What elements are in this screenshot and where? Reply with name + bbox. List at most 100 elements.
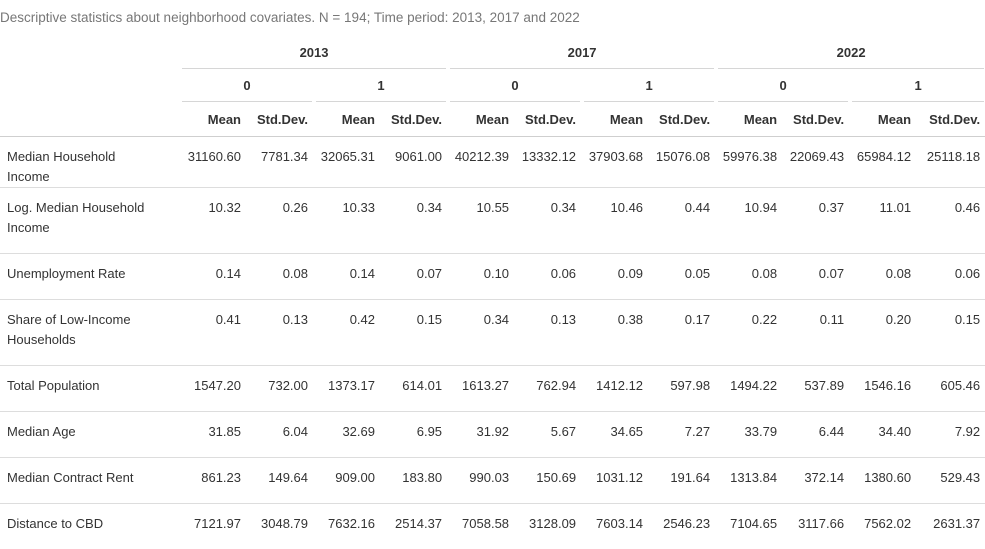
group-header-row: 0 1 0 1 0 1 xyxy=(0,69,985,102)
table-cell: 861.23 xyxy=(180,458,247,504)
stat-header-row: Mean Std.Dev. Mean Std.Dev. Mean Std.Dev… xyxy=(0,102,985,137)
corner-cell xyxy=(0,69,180,102)
descriptive-statistics-table: 2013 2017 2022 0 1 0 1 0 1 Mean Std.Dev.… xyxy=(0,36,985,549)
table-cell: 0.41 xyxy=(180,300,247,366)
table-cell: 1547.20 xyxy=(180,366,247,412)
year-header-2022: 2022 xyxy=(716,36,985,69)
table-cell: 2546.23 xyxy=(649,504,716,549)
table-cell: 0.34 xyxy=(448,300,515,366)
table-cell: 10.94 xyxy=(716,188,783,254)
table-cell: 0.05 xyxy=(649,254,716,300)
table-caption: Descriptive statistics about neighborhoo… xyxy=(0,10,580,25)
table-cell: 0.15 xyxy=(381,300,448,366)
row-label: Log. Median Household Income xyxy=(0,188,180,254)
group-header: 0 xyxy=(180,69,314,102)
table-cell: 31.85 xyxy=(180,412,247,458)
stat-header: Mean xyxy=(582,102,649,137)
table-cell: 0.34 xyxy=(515,188,582,254)
year-header-2013: 2013 xyxy=(180,36,448,69)
table-cell: 3048.79 xyxy=(247,504,314,549)
table-cell: 9061.00 xyxy=(381,137,448,188)
row-label: Median Age xyxy=(0,412,180,458)
table-cell: 22069.43 xyxy=(783,137,850,188)
row-label: Unemployment Rate xyxy=(0,254,180,300)
table-cell: 7781.34 xyxy=(247,137,314,188)
table-cell: 909.00 xyxy=(314,458,381,504)
table-cell: 0.10 xyxy=(448,254,515,300)
table-cell: 1031.12 xyxy=(582,458,649,504)
stat-header: Mean xyxy=(314,102,381,137)
table-cell: 11.01 xyxy=(850,188,917,254)
stat-header: Mean xyxy=(850,102,917,137)
table-cell: 0.17 xyxy=(649,300,716,366)
row-label: Distance to CBD xyxy=(0,504,180,549)
table-cell: 3128.09 xyxy=(515,504,582,549)
table-cell: 7.92 xyxy=(917,412,985,458)
table-cell: 990.03 xyxy=(448,458,515,504)
table-cell: 15076.08 xyxy=(649,137,716,188)
stat-header: Mean xyxy=(716,102,783,137)
table-cell: 0.14 xyxy=(180,254,247,300)
stat-header: Std.Dev. xyxy=(381,102,448,137)
row-label: Median Contract Rent xyxy=(0,458,180,504)
table-cell: 372.14 xyxy=(783,458,850,504)
table-cell: 0.15 xyxy=(917,300,985,366)
table-cell: 0.44 xyxy=(649,188,716,254)
table-cell: 605.46 xyxy=(917,366,985,412)
stat-header: Mean xyxy=(180,102,247,137)
table-cell: 0.08 xyxy=(850,254,917,300)
table-cell: 537.89 xyxy=(783,366,850,412)
table-cell: 0.46 xyxy=(917,188,985,254)
table-cell: 149.64 xyxy=(247,458,314,504)
table-cell: 1613.27 xyxy=(448,366,515,412)
table-cell: 0.06 xyxy=(515,254,582,300)
table-cell: 5.67 xyxy=(515,412,582,458)
group-header: 1 xyxy=(314,69,448,102)
row-label: Share of Low-Income Households xyxy=(0,300,180,366)
table-cell: 7.27 xyxy=(649,412,716,458)
corner-cell xyxy=(0,102,180,137)
stat-header: Std.Dev. xyxy=(515,102,582,137)
table-cell: 32.69 xyxy=(314,412,381,458)
table-cell: 7632.16 xyxy=(314,504,381,549)
table-cell: 7562.02 xyxy=(850,504,917,549)
table-cell: 25118.18 xyxy=(917,137,985,188)
table-cell: 1313.84 xyxy=(716,458,783,504)
table-cell: 0.07 xyxy=(381,254,448,300)
year-header-2017: 2017 xyxy=(448,36,716,69)
table-cell: 529.43 xyxy=(917,458,985,504)
table-cell: 7121.97 xyxy=(180,504,247,549)
table-cell: 34.65 xyxy=(582,412,649,458)
table-cell: 32065.31 xyxy=(314,137,381,188)
table-cell: 10.32 xyxy=(180,188,247,254)
table-cell: 7104.65 xyxy=(716,504,783,549)
table-cell: 1380.60 xyxy=(850,458,917,504)
table-cell: 0.11 xyxy=(783,300,850,366)
table-cell: 31.92 xyxy=(448,412,515,458)
year-header-row: 2013 2017 2022 xyxy=(0,36,985,69)
table-cell: 183.80 xyxy=(381,458,448,504)
table-cell: 1546.16 xyxy=(850,366,917,412)
table-cell: 0.06 xyxy=(917,254,985,300)
row-label: Total Population xyxy=(0,366,180,412)
corner-cell xyxy=(0,36,180,69)
group-header: 1 xyxy=(850,69,985,102)
stat-header: Std.Dev. xyxy=(247,102,314,137)
table-cell: 0.22 xyxy=(716,300,783,366)
table-cell: 0.42 xyxy=(314,300,381,366)
stat-header: Std.Dev. xyxy=(649,102,716,137)
table-cell: 65984.12 xyxy=(850,137,917,188)
table-cell: 6.04 xyxy=(247,412,314,458)
stat-header: Std.Dev. xyxy=(783,102,850,137)
table-cell: 6.44 xyxy=(783,412,850,458)
table-cell: 10.46 xyxy=(582,188,649,254)
table-cell: 614.01 xyxy=(381,366,448,412)
table-cell: 0.08 xyxy=(247,254,314,300)
table-cell: 40212.39 xyxy=(448,137,515,188)
